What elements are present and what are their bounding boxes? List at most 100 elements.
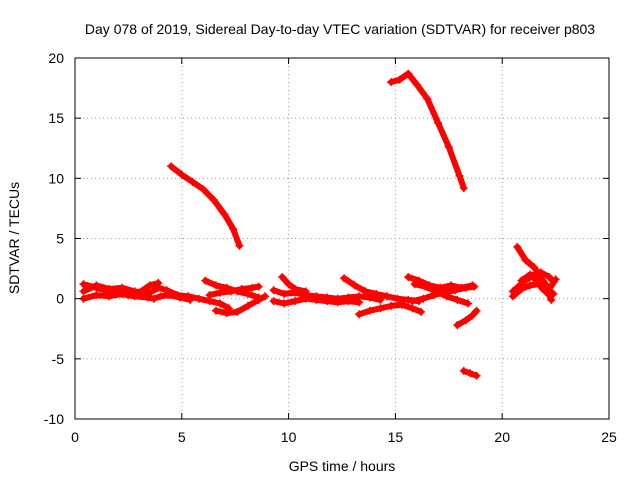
data-point-marker [517, 276, 526, 285]
data-point-marker [412, 80, 421, 89]
data-point-marker [472, 306, 481, 315]
data-point-marker [205, 291, 214, 300]
series-band [279, 274, 309, 295]
data-point-marker [530, 263, 539, 272]
chart-title: Day 078 of 2019, Sidereal Day-to-day VTE… [85, 21, 595, 37]
data-point-marker [199, 185, 208, 194]
x-tick-label: 20 [494, 429, 510, 445]
series-arc-2c [212, 292, 270, 318]
data-point-marker [419, 294, 428, 303]
data-point-marker [434, 119, 443, 127]
y-axis-label: SDTVAR / TECUs [6, 182, 22, 294]
data-point-marker [150, 294, 158, 303]
y-tick-label: -5 [52, 351, 65, 367]
data-point-marker [461, 283, 470, 292]
data-point-marker [212, 281, 220, 290]
data-point-marker [387, 78, 396, 87]
data-point-marker [526, 270, 534, 279]
data-point-marker [333, 298, 342, 307]
data-point-marker [209, 196, 218, 204]
data-point-marker [278, 273, 287, 281]
data-point-marker [350, 281, 359, 290]
data-point-marker [468, 311, 477, 320]
data-point-marker [113, 289, 122, 298]
data-point-marker [451, 286, 460, 295]
x-tick-label: 10 [281, 429, 297, 445]
data-point-marker [444, 143, 453, 151]
data-point-marker [79, 287, 88, 296]
data-point-marker [421, 282, 430, 291]
series-arc-9d [517, 270, 556, 304]
data-point-marker [194, 294, 203, 303]
data-point-marker [269, 297, 278, 306]
data-point-marker [312, 295, 321, 304]
data-point-marker [188, 177, 197, 186]
data-point-marker [545, 273, 554, 281]
series-arc-6 [387, 69, 468, 192]
y-tick-label: 10 [48, 170, 64, 186]
data-point-marker [387, 301, 396, 310]
series-band [514, 243, 559, 292]
data-point-marker [340, 274, 349, 283]
x-tick-label: 0 [71, 429, 79, 445]
y-tick-label: 15 [48, 110, 64, 126]
y-tick-label: 0 [56, 291, 64, 307]
data-point-marker [143, 293, 152, 302]
series-arc-7 [453, 306, 481, 330]
data-point-marker [442, 292, 451, 301]
data-point-marker [280, 299, 289, 308]
series-arc-1c [79, 279, 163, 300]
data-point-marker [216, 299, 225, 308]
data-point-marker [244, 301, 252, 310]
data-point-marker [404, 273, 413, 281]
data-point-marker [248, 283, 257, 292]
data-point-marker [156, 292, 165, 301]
data-point-marker [459, 366, 468, 375]
data-point-marker [513, 242, 522, 251]
data-point-marker [167, 162, 176, 171]
data-point-marker [92, 283, 101, 292]
data-point-marker [291, 297, 299, 306]
y-tick-label: 5 [56, 231, 64, 247]
data-point-marker [423, 94, 432, 103]
data-point-marker [410, 280, 419, 289]
data-point-marker [521, 256, 530, 265]
data-point-marker [361, 287, 370, 296]
data-point-marker [323, 297, 331, 306]
y-tick-label: 20 [48, 50, 64, 66]
x-tick-label: 15 [388, 429, 404, 445]
data-point-marker [222, 309, 231, 318]
data-point-marker [393, 294, 402, 303]
data-point-marker [432, 287, 440, 296]
data-point-marker [459, 184, 468, 192]
data-point-marker [92, 291, 101, 300]
data-point-marker [397, 300, 406, 309]
data-point-marker [538, 285, 547, 293]
data-point-marker [244, 289, 252, 298]
data-point-marker [532, 276, 541, 285]
data-point-marker [177, 170, 186, 179]
data-point-marker [547, 295, 556, 304]
data-point-marker [376, 304, 385, 313]
data-point-marker [551, 275, 560, 284]
data-point-marker [545, 291, 554, 300]
data-point-marker [291, 285, 299, 293]
data-point-marker [461, 316, 470, 325]
data-point-marker [470, 282, 479, 291]
y-tick-label: -10 [44, 411, 64, 427]
data-point-marker [382, 292, 391, 301]
data-point-marker [508, 292, 517, 301]
data-point-marker [446, 281, 455, 290]
data-point-marker [395, 75, 404, 84]
data-point-marker [235, 241, 244, 250]
data-point-marker [165, 291, 173, 300]
data-point-marker [229, 224, 238, 233]
data-point-marker [145, 281, 154, 290]
data-point-marker [79, 280, 88, 289]
data-point-marker [301, 294, 310, 303]
data-point-marker [261, 292, 270, 301]
series-band [454, 307, 480, 329]
data-point-marker [124, 291, 133, 300]
